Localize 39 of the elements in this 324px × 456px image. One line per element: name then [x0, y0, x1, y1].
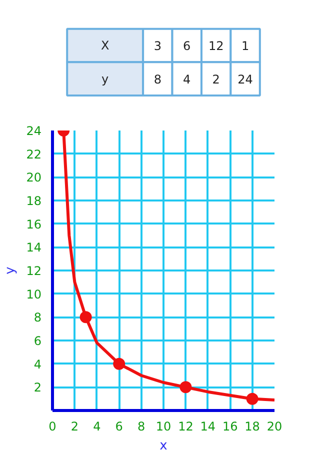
x-tick-label: 6: [115, 420, 123, 434]
x-tick-label: 14: [200, 420, 216, 434]
text: 4: [183, 72, 191, 86]
y-tick-label: 24: [26, 124, 42, 138]
point: [113, 358, 126, 370]
text: 6: [183, 39, 191, 53]
x-tick-label: 4: [93, 420, 101, 434]
point: [246, 392, 258, 405]
text: y: [102, 72, 109, 86]
y-tick-label: 12: [26, 264, 42, 278]
text: 1: [241, 39, 250, 53]
text: X: [100, 38, 110, 52]
x-tick-label: 0: [48, 420, 56, 434]
point: [180, 381, 192, 394]
y-tick-label: 6: [34, 334, 42, 348]
x-tick-label: 12: [178, 420, 194, 434]
text: 24: [238, 72, 253, 86]
y-tick-label: 2: [34, 380, 42, 395]
y-tick-label: 20: [26, 170, 42, 185]
y-tick-label: 14: [26, 240, 42, 255]
text: 3: [154, 39, 162, 53]
x-axis-title: x: [160, 438, 168, 454]
y-tick-label: 16: [26, 217, 42, 232]
y-tick-label: 18: [26, 194, 42, 208]
x-tick-label: 16: [222, 420, 238, 434]
point: [80, 311, 92, 324]
text: 8: [154, 72, 162, 86]
x-tick-label: 20: [266, 420, 282, 434]
y-tick-label: 8: [34, 310, 42, 325]
y-axis-title: y: [3, 266, 18, 274]
text: 12: [208, 39, 224, 53]
y-tick-label: 4: [34, 357, 42, 372]
x-tick-label: 10: [156, 420, 172, 434]
y-tick-label: 22: [26, 147, 42, 162]
y-tick-label: 10: [26, 287, 42, 302]
x-tick-label: 8: [137, 420, 146, 434]
x-tick-label: 18: [244, 420, 260, 434]
x-tick-label: 2: [70, 420, 79, 434]
text: 2: [212, 72, 220, 86]
